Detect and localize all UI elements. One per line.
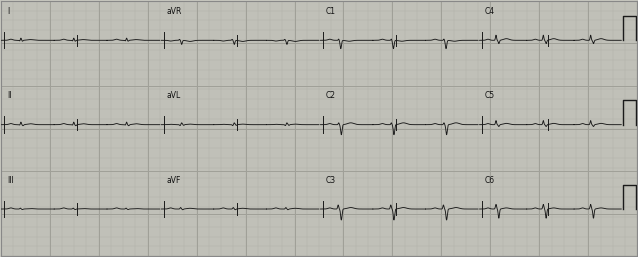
Text: aVF: aVF (167, 176, 181, 185)
Text: C6: C6 (484, 176, 494, 185)
Text: C1: C1 (325, 7, 336, 16)
Text: C4: C4 (484, 7, 494, 16)
Text: aVR: aVR (167, 7, 182, 16)
Text: III: III (7, 176, 14, 185)
Text: C3: C3 (325, 176, 336, 185)
Text: I: I (7, 7, 10, 16)
Text: C2: C2 (325, 91, 336, 100)
Text: II: II (7, 91, 11, 100)
Text: C5: C5 (484, 91, 494, 100)
Text: aVL: aVL (167, 91, 181, 100)
